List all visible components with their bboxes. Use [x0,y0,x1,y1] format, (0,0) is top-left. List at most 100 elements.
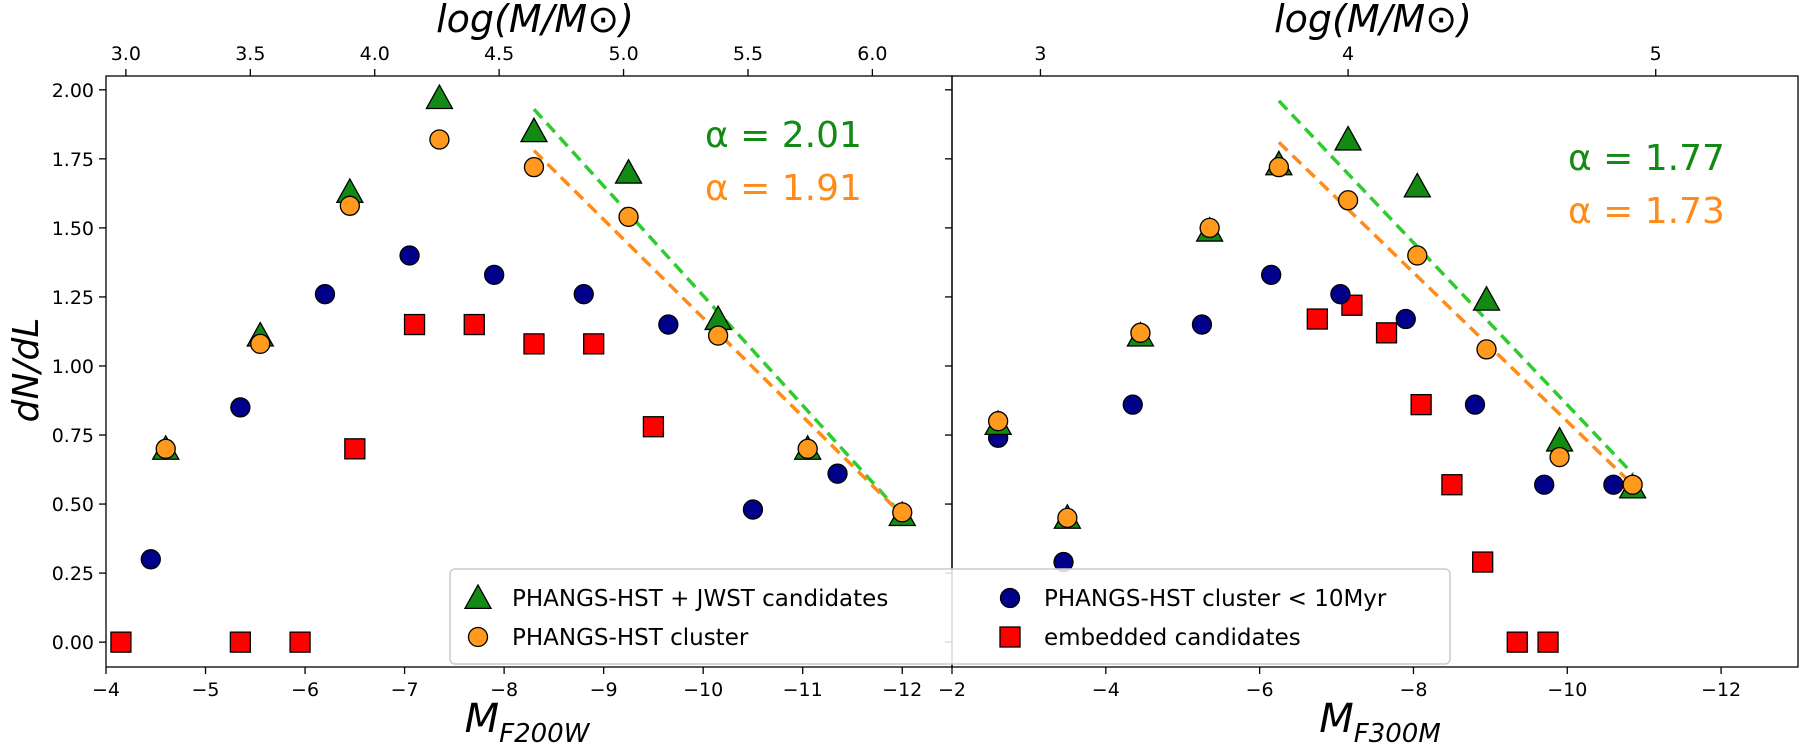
right-data-points [984,125,1647,653]
right-plot-frame [951,75,1799,668]
legend-label: PHANGS-HST + JWST candidates [512,586,888,612]
right-point-circle [1130,322,1151,343]
left-x-tick-label: −8 [490,679,518,701]
left-point-square [229,631,252,653]
left-point-circle [523,156,545,178]
left-point-triangle [614,158,643,184]
left-y-tick-label: 1.50 [52,218,94,240]
right-point-circle [1476,339,1497,360]
left-y-tick-label: 2.00 [52,80,94,102]
left-point-square [463,313,485,336]
left-y-tick-label: 1.25 [52,287,94,309]
legend-label: PHANGS-HST cluster < 10Myr [1044,586,1387,612]
right-x-axis-label: MF300M [1319,696,1441,745]
right-point-square [1506,631,1528,653]
right-x-tick-label: −8 [1399,679,1427,701]
left-point-circle [399,245,420,266]
right-point-circle [1261,264,1282,285]
right-point-circle [1395,308,1416,330]
right-top-tick-label: 4 [1342,43,1354,65]
left-alpha-jwst: α = 2.01 [705,115,862,156]
left-top-tick-label: 5.5 [733,43,763,65]
legend: PHANGS-HST + JWST candidates PHANGS-HST c… [449,568,1451,665]
right-fit-line-0 [1277,99,1634,475]
left-point-square [110,631,132,653]
left-point-square [344,438,366,460]
left-fit-line-1 [532,149,904,517]
right-point-square [1472,551,1494,573]
legend-label: PHANGS-HST cluster [512,625,749,651]
left-point-circle [742,499,764,520]
left-point-circle [892,502,913,523]
left-top-tick-label: 3.0 [111,43,141,65]
right-fit-line-1 [1277,141,1634,486]
right-point-triangle [1403,172,1432,198]
left-point-circle [314,284,336,305]
left-y-tick-label: 0.00 [52,632,94,654]
left-y-tick-label: 0.50 [52,494,94,516]
left-point-circle [140,549,161,570]
right-point-circle [1407,245,1428,266]
left-point-square [583,333,605,355]
left-top-tick-label: 6.0 [857,43,887,65]
right-point-circle [1622,474,1643,495]
left-point-triangle [425,83,454,110]
left-x-tick-label: −6 [291,679,319,701]
right-point-circle [1337,190,1359,211]
right-point-circle [1057,507,1078,529]
right-point-square [1306,308,1328,330]
right-point-square [1441,474,1463,496]
left-y-tick-label: 0.25 [52,563,94,585]
left-top-axis-label: log(M/M⊙) [436,0,634,41]
left-x-tick-label: −12 [882,679,922,701]
left-top-tick-label: 4.0 [360,43,390,65]
left-y-tick-label: 0.75 [52,425,94,447]
left-point-circle [429,129,450,150]
right-top-tick-label: 3 [1034,43,1046,65]
right-point-circle [1330,284,1351,305]
right-x-tick-label: −6 [1246,679,1274,701]
right-point-square [1537,631,1559,653]
left-x-tick-label: −4 [92,679,120,701]
right-x-tick-label: −4 [1092,679,1120,701]
left-top-tick-label: 4.5 [484,43,514,65]
legend-marker-triangle [463,583,493,610]
left-point-circle [707,325,729,346]
right-point-circle [987,411,1009,432]
right-point-circle [1603,474,1624,495]
left-x-tick-label: −7 [391,679,419,701]
left-point-circle [827,463,848,484]
left-x-tick-label: −11 [783,679,823,701]
left-point-square [289,631,311,653]
left-point-square [642,416,665,438]
left-x-tick-label: −10 [683,679,723,701]
left-point-square [523,333,545,355]
left-point-circle [618,206,639,227]
left-point-circle [797,438,818,459]
right-alpha-hst: α = 1.73 [1568,191,1725,232]
right-point-circle [1534,474,1555,495]
right-point-circle [1268,156,1290,178]
left-x-axis-label: MF200W [465,696,591,745]
left-point-circle [484,264,505,285]
right-point-circle [1549,446,1570,468]
right-point-circle [1122,394,1143,415]
right-x-tick-label: −10 [1547,679,1587,701]
legend-marker-circle [467,626,489,648]
left-point-circle [573,284,594,305]
right-top-axis-label: log(M/M⊙) [1274,0,1472,41]
right-fit-lines [1277,99,1634,486]
left-alpha-hst: α = 1.91 [705,168,862,209]
y-axis-label: dN/dL [6,318,47,423]
left-y-tick-label: 1.75 [52,149,94,171]
left-data-points [110,83,917,653]
right-axes: −2 −4 −6 −8 −10 −12 3 4 5 [938,43,1799,701]
left-point-circle [155,438,176,459]
right-point-square [1410,393,1432,416]
left-top-tick-label: 5.0 [608,43,638,65]
left-point-triangle [519,116,549,143]
right-point-circle [1199,217,1220,239]
legend-marker-square [999,626,1021,648]
left-x-tick-label: −5 [192,679,220,701]
